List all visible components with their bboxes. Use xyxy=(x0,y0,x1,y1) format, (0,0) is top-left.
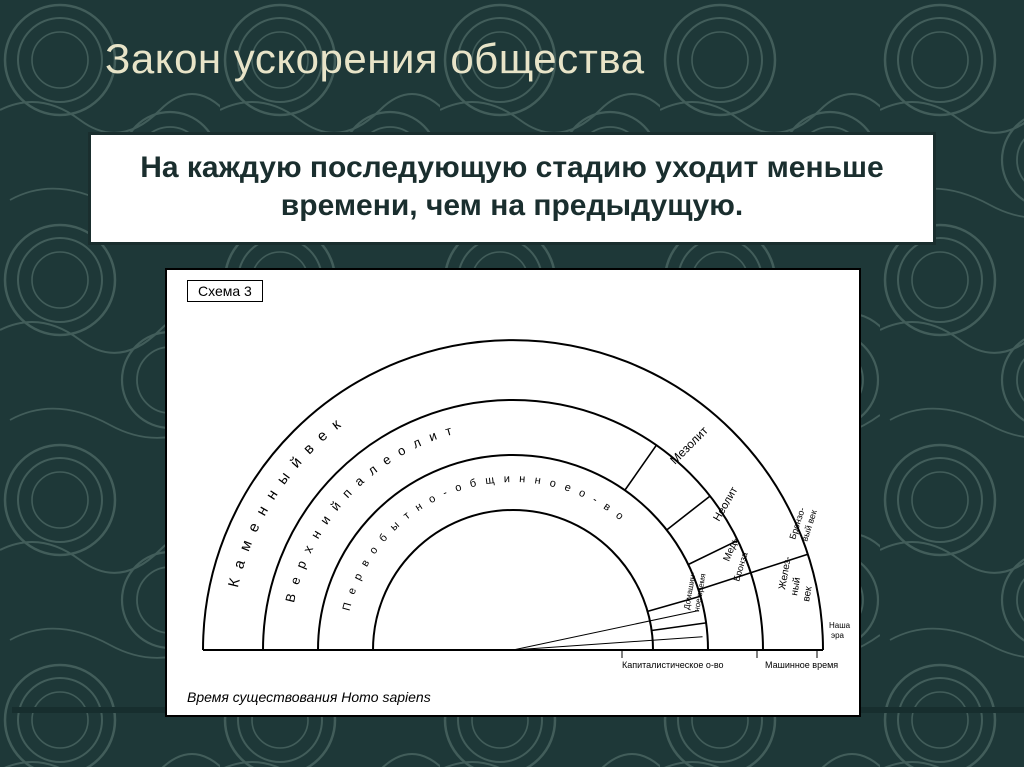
caption-prefix: Время существования xyxy=(187,689,341,705)
slide: Закон ускорения общества На каждую после… xyxy=(0,0,1024,767)
arc-diagram: К а м е н н ы й в е кВ е р х н и й п а л… xyxy=(167,270,859,715)
svg-text:эра: эра xyxy=(831,631,845,640)
diagram-caption: Время существования Homo sapiens xyxy=(187,689,431,705)
svg-text:П е р в о б ы т н о - о б щ и: П е р в о б ы т н о - о б щ и н н о е о … xyxy=(341,473,628,612)
svg-text:век: век xyxy=(801,585,815,602)
svg-text:Наша: Наша xyxy=(829,621,851,630)
slide-title: Закон ускорения общества xyxy=(105,35,645,83)
svg-text:ный: ный xyxy=(789,577,803,597)
svg-text:Капиталистическое о-во: Капиталистическое о-во xyxy=(622,660,724,670)
description-box: На каждую последующую стадию уходит мень… xyxy=(88,132,936,245)
description-text: На каждую последующую стадию уходит мень… xyxy=(115,149,909,224)
svg-text:Машинное время: Машинное время xyxy=(765,660,838,670)
svg-text:Мезолит: Мезолит xyxy=(667,423,711,467)
diagram-container: Схема 3 К а м е н н ы й в е кВ е р х н и… xyxy=(165,268,861,717)
caption-italic: Homo sapiens xyxy=(341,689,431,705)
